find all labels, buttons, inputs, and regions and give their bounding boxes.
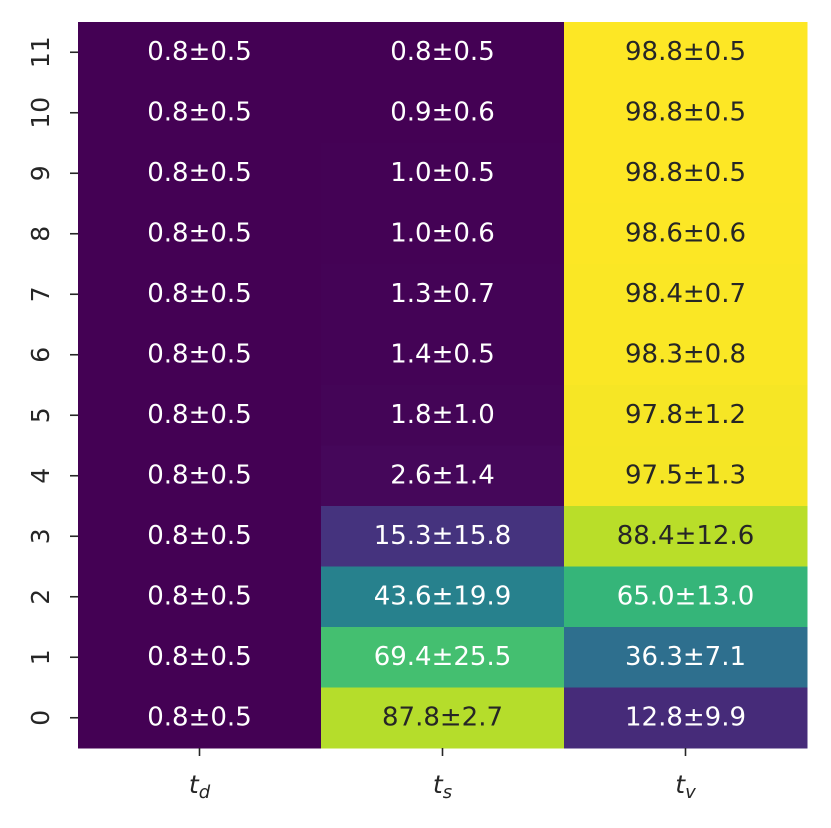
x-tick-main: t: [675, 770, 686, 799]
y-tick-label: 9: [26, 165, 55, 181]
cell-label: 0.8±0.5: [390, 37, 494, 67]
heatmap-cell: [564, 566, 808, 628]
heatmap-cell: [564, 82, 808, 144]
y-tick-label: 11: [26, 36, 55, 68]
heatmap-cell: [78, 627, 322, 688]
cell-label: 2.6±1.4: [390, 460, 494, 490]
cell-label: 1.4±0.5: [390, 339, 494, 369]
cell-label: 88.4±12.6: [617, 521, 755, 551]
heatmap-cell: [78, 506, 322, 567]
heatmap-cell: [564, 324, 808, 386]
heatmap-cell: [321, 566, 565, 628]
heatmap-cell: [78, 143, 322, 204]
x-tick-sub: v: [685, 782, 696, 803]
cell-label: 0.8±0.5: [147, 581, 251, 611]
cell-label: 69.4±25.5: [374, 642, 512, 672]
heatmap-cell: [321, 22, 565, 83]
heatmap-cell: [321, 445, 565, 507]
heatmap-cell: [564, 143, 808, 204]
cell-label: 15.3±15.8: [374, 521, 512, 551]
heatmap-cell: [564, 506, 808, 567]
cell-label: 0.8±0.5: [147, 279, 251, 309]
cell-label: 0.8±0.5: [147, 642, 251, 672]
y-tick-label: 0: [26, 710, 55, 726]
cell-label: 0.8±0.5: [147, 521, 251, 551]
cell-label: 98.6±0.6: [625, 218, 746, 248]
heatmap-cell: [78, 324, 322, 386]
x-tick-sub: s: [443, 782, 452, 803]
cell-label: 1.3±0.7: [390, 279, 494, 309]
heatmap-cell: [321, 385, 565, 446]
heatmap-cell: [78, 203, 322, 265]
cell-label: 0.8±0.5: [147, 97, 251, 127]
heatmap-cell: [78, 566, 322, 628]
y-tick-label: 6: [26, 347, 55, 363]
heatmap-cell: [78, 22, 322, 83]
cell-label: 1.8±1.0: [390, 400, 494, 430]
cell-label: 0.8±0.5: [147, 460, 251, 490]
y-tick-label: 4: [26, 468, 55, 484]
heatmap-cell: [321, 203, 565, 265]
cell-label: 1.0±0.6: [390, 218, 494, 248]
heatmap-cell: [564, 385, 808, 446]
x-tick-label: td: [189, 770, 211, 803]
heatmap-cell: [564, 445, 808, 507]
heatmap-cell: [321, 82, 565, 144]
cell-label: 43.6±19.9: [374, 581, 512, 611]
x-tick-main: t: [189, 770, 200, 799]
cell-label: 98.8±0.5: [625, 37, 746, 67]
heatmap-cell: [564, 627, 808, 688]
cell-label: 98.8±0.5: [625, 97, 746, 127]
cell-label: 97.5±1.3: [625, 460, 746, 490]
cell-label: 0.9±0.6: [390, 97, 494, 127]
heatmap-cell: [78, 82, 322, 144]
cell-label: 65.0±13.0: [617, 581, 755, 611]
heatmap-cell: [321, 506, 565, 567]
y-tick-label: 8: [26, 226, 55, 242]
cell-label: 0.8±0.5: [147, 400, 251, 430]
x-tick-label: tv: [675, 770, 696, 803]
cell-label: 0.8±0.5: [147, 339, 251, 369]
heatmap-cell: [78, 385, 322, 446]
heatmap-cell: [321, 143, 565, 204]
heatmap-cell: [78, 264, 322, 325]
heatmap-cell: [321, 627, 565, 688]
y-tick-label: 2: [26, 589, 55, 605]
cell-label: 36.3±7.1: [625, 642, 746, 672]
cell-label: 0.8±0.5: [147, 158, 251, 188]
y-tick-label: 7: [26, 286, 55, 302]
cell-label: 0.8±0.5: [147, 37, 251, 67]
cell-label: 87.8±2.7: [382, 702, 503, 732]
y-tick-label: 3: [26, 528, 55, 544]
cell-label: 98.8±0.5: [625, 158, 746, 188]
heatmap-cell: [321, 687, 565, 749]
heatmap-cell: [564, 203, 808, 265]
cell-label: 98.4±0.7: [625, 279, 746, 309]
y-tick-label: 5: [26, 407, 55, 423]
heatmap-cell: [564, 264, 808, 325]
heatmap-cell: [564, 22, 808, 83]
heatmap-cell: [321, 264, 565, 325]
cell-label: 1.0±0.5: [390, 158, 494, 188]
cell-label: 97.8±1.2: [625, 400, 746, 430]
cell-label: 0.8±0.5: [147, 702, 251, 732]
cell-label: 98.3±0.8: [625, 339, 746, 369]
cell-label: 12.8±9.9: [625, 702, 746, 732]
x-tick-label: ts: [433, 770, 452, 803]
heatmap-cell: [78, 445, 322, 507]
cell-label: 0.8±0.5: [147, 218, 251, 248]
heatmap-cell: [78, 687, 322, 749]
heatmap-cell: [564, 687, 808, 749]
y-tick-label: 10: [26, 97, 55, 129]
x-tick-main: t: [433, 770, 444, 799]
x-tick-sub: d: [199, 782, 211, 803]
y-tick-label: 1: [26, 649, 55, 665]
heatmap-cell: [321, 324, 565, 386]
